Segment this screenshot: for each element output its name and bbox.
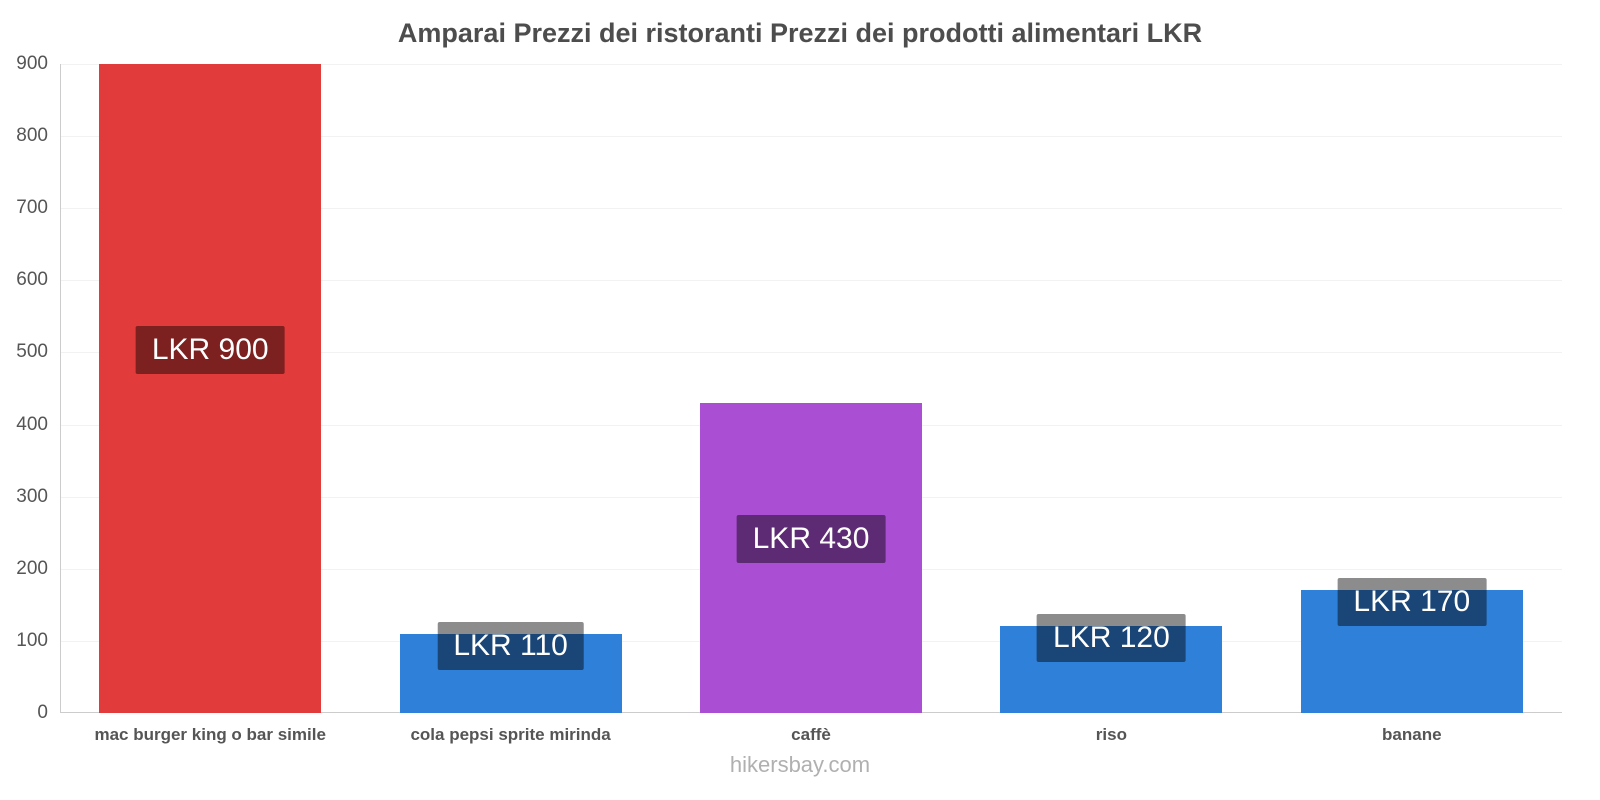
- bar-value-label: LKR 110: [437, 621, 584, 670]
- chart-title: Amparai Prezzi dei ristoranti Prezzi dei…: [397, 18, 1203, 48]
- y-axis-tick-label: 100: [16, 629, 48, 651]
- gridline: [60, 136, 1562, 138]
- y-axis-tick-label: 500: [16, 341, 48, 363]
- gridline: [60, 64, 1562, 65]
- bar-value-label: LKR 430: [736, 515, 886, 564]
- watermark: hikersbay.com: [729, 752, 871, 777]
- x-axis-category-label: riso: [1095, 725, 1127, 744]
- gridline: [60, 352, 1562, 354]
- bar-2[interactable]: [399, 633, 622, 713]
- y-axis-tick-label: 800: [16, 125, 48, 147]
- x-axis-category-label: banane: [1382, 725, 1442, 744]
- y-axis-tick-label: 300: [16, 485, 48, 507]
- x-axis-category-label: caffè: [791, 725, 831, 744]
- gridline: [60, 280, 1562, 282]
- bar-5[interactable]: [1300, 590, 1523, 713]
- y-axis-tick-label: 400: [16, 413, 48, 435]
- bar-3[interactable]: [700, 402, 922, 713]
- bar-value-label: LKR 120: [1037, 614, 1186, 663]
- y-axis-tick-label: 600: [16, 269, 48, 291]
- x-axis-category-label: cola pepsi sprite mirinda: [410, 725, 611, 744]
- bar-value-label: LKR 900: [135, 325, 285, 374]
- x-axis-category-label: mac burger king o bar simile: [94, 725, 326, 744]
- y-axis-tick-label: 200: [16, 557, 48, 579]
- bar-value-label: LKR 170: [1337, 578, 1487, 627]
- bar-1[interactable]: [99, 64, 322, 713]
- bar-4[interactable]: [1000, 626, 1223, 713]
- y-axis-tick-label: 900: [16, 53, 48, 74]
- y-axis-tick-label: 0: [37, 702, 48, 723]
- gridline: [60, 208, 1562, 210]
- y-axis-tick-label: 700: [16, 197, 48, 219]
